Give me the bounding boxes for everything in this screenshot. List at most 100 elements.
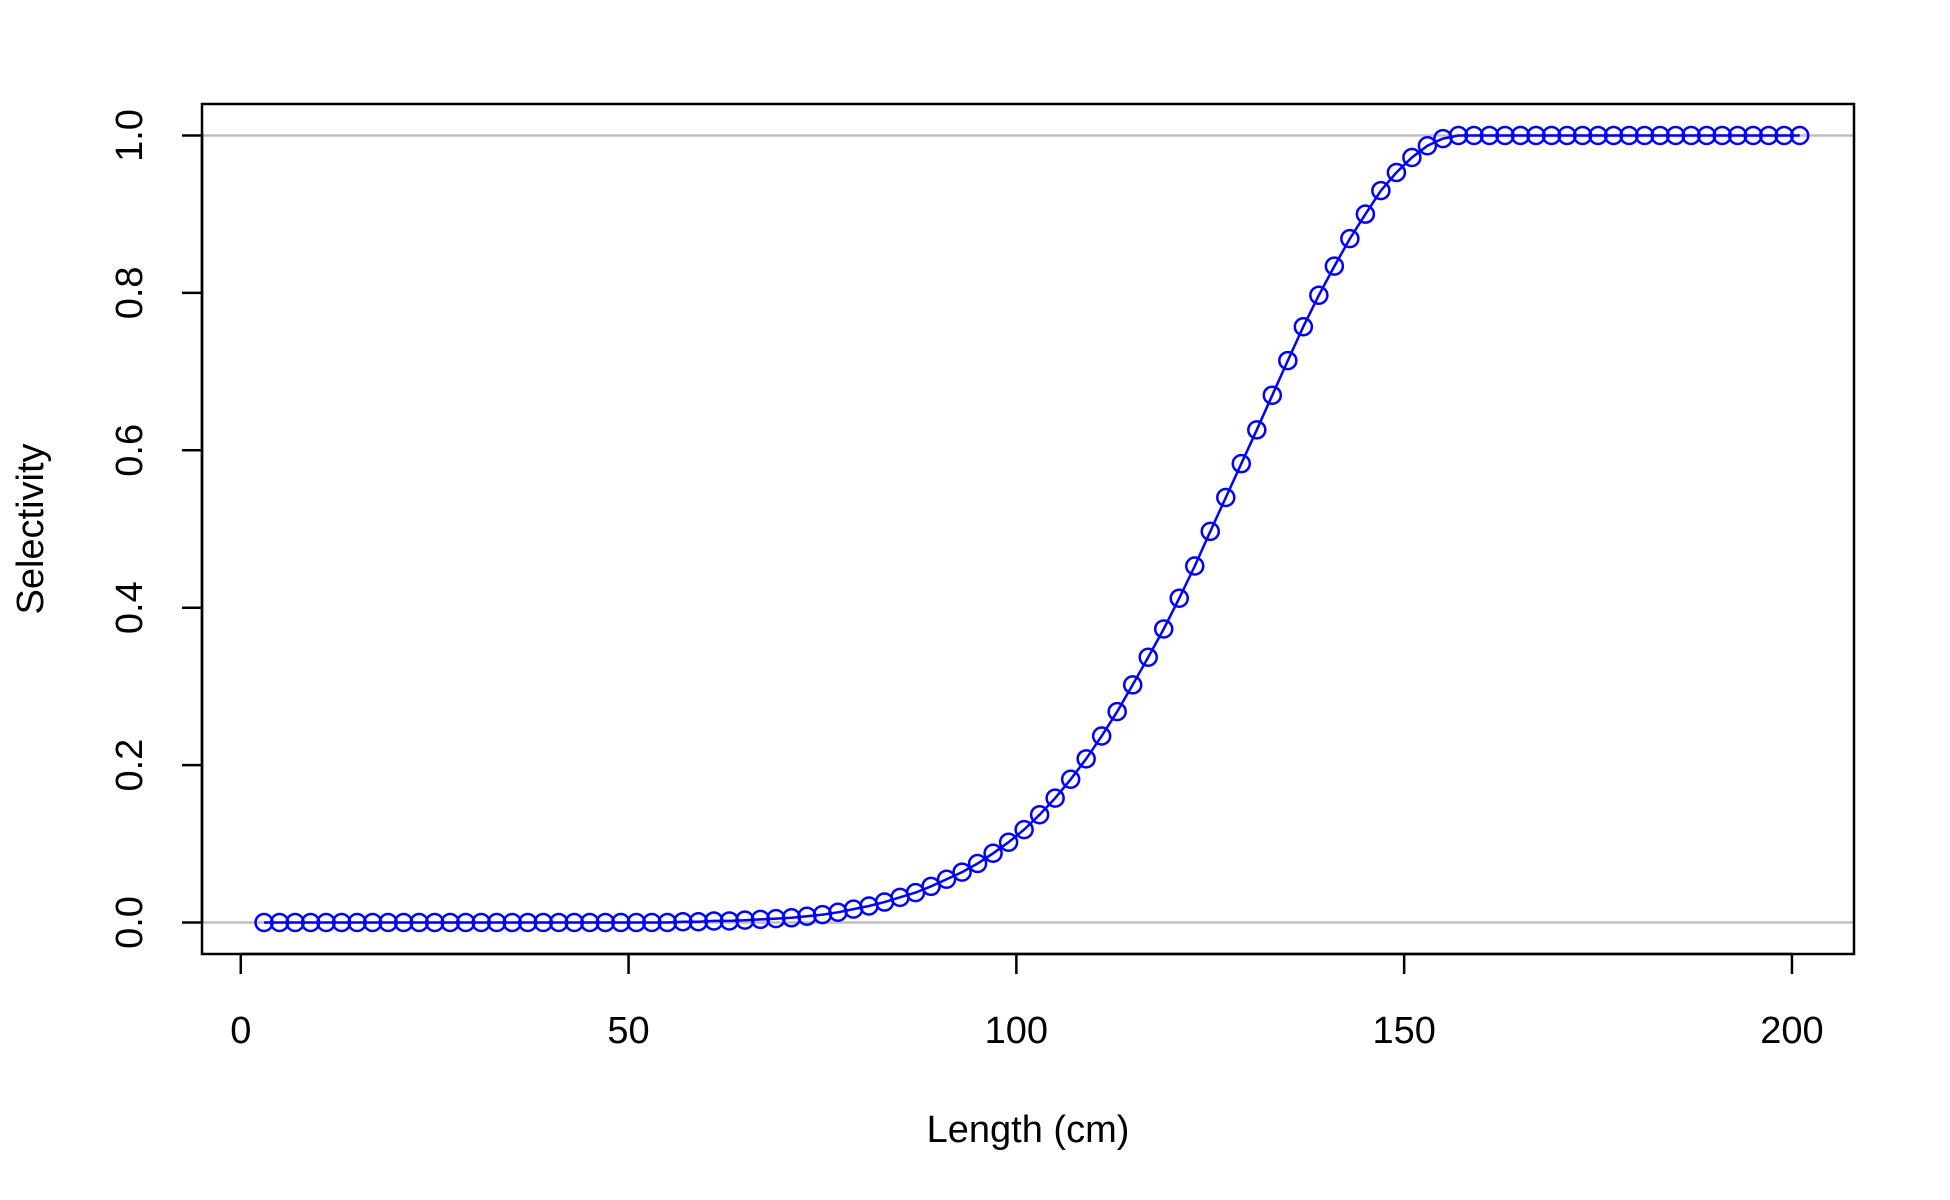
data-point [409,912,429,933]
data-point [564,912,585,933]
data-point [921,876,941,897]
data-point [1153,619,1174,639]
data-point [300,912,321,933]
x-axis: 0 50 100 150 200 [230,952,1824,1052]
data-point [797,906,817,926]
data-point [362,912,383,933]
data-point [750,909,771,930]
data-point [517,912,538,933]
data-point [1696,125,1717,146]
data-point [549,912,569,933]
data-point [1650,125,1670,146]
y-axis-label: Selectivity [10,443,52,614]
data-point [580,912,600,933]
data-point [642,912,662,933]
x-tick-label: 0 [230,1010,251,1052]
series-line [264,134,1800,924]
data-point [1371,180,1391,201]
data-point [1743,125,1763,146]
data-point [1122,675,1143,695]
data-point [455,912,476,933]
data-point [269,912,290,933]
data-point [735,910,755,930]
data-point [673,911,693,932]
data-point [688,911,709,932]
data-point [1029,804,1050,825]
data-point [1386,162,1407,183]
y-axis: 0.0 0.2 0.4 0.6 0.8 1.0 [109,109,204,949]
data-point [1014,819,1034,840]
data-point [1417,135,1438,156]
data-point [440,912,460,933]
data-point [378,912,398,933]
data-point [1169,588,1189,609]
data-point [595,912,616,933]
data-point [1774,125,1794,146]
data-point [781,908,802,928]
data-point [1216,487,1236,508]
data-point [285,912,305,933]
data-point [1293,316,1314,337]
data-point [1712,125,1732,146]
y-tick-label: 0.8 [109,266,151,319]
data-point [998,832,1019,852]
y-tick-label: 0.6 [109,424,151,477]
data-point [1402,147,1422,168]
data-point [1681,125,1701,146]
data-point [502,912,522,933]
data-point [936,869,957,889]
data-point [983,843,1003,864]
data-point [533,912,554,933]
data-point [1340,228,1360,249]
data-point [254,912,274,933]
data-point [1247,420,1267,440]
data-point [1634,125,1655,146]
data-point [1727,125,1748,146]
data-point [1588,125,1608,146]
data-point [486,912,507,933]
data-point [1060,769,1081,790]
data-point [1309,285,1329,305]
y-tick-label: 1.0 [109,109,151,162]
data-point [1091,726,1112,746]
data-point [1262,385,1283,405]
data-point [611,912,631,933]
y-tick-label: 0.0 [109,896,151,949]
data-point [1526,125,1546,146]
data-point [1200,521,1221,542]
data-point [1138,647,1158,668]
data-point [1603,125,1624,146]
data-point [1479,125,1500,146]
x-tick-label: 50 [607,1010,649,1052]
series-layer [254,125,1810,933]
data-point [331,912,352,933]
x-tick-label: 150 [1372,1010,1435,1052]
y-tick-label: 0.2 [109,739,151,792]
data-point [316,912,336,933]
data-point [1324,256,1345,276]
data-point [1557,125,1577,146]
data-point [1185,556,1205,576]
data-point [1619,125,1639,146]
data-point [1355,204,1376,224]
data-point [967,853,988,874]
data-point [704,911,724,931]
data-point [1665,125,1686,146]
data-point [1510,125,1531,146]
data-point [1076,749,1096,769]
data-point [1231,453,1252,474]
data-point [1448,125,1469,146]
data-point [657,912,678,933]
reference-lines [202,134,1854,924]
data-point [1758,125,1779,146]
x-tick-label: 200 [1760,1010,1823,1052]
data-point [719,911,740,931]
data-point [1541,125,1562,146]
data-point [1495,125,1515,146]
x-axis-label: Length (cm) [927,1109,1130,1151]
data-point [1572,125,1593,146]
data-point [1278,350,1298,371]
y-tick-label: 0.4 [109,581,151,634]
data-point [1789,125,1810,146]
